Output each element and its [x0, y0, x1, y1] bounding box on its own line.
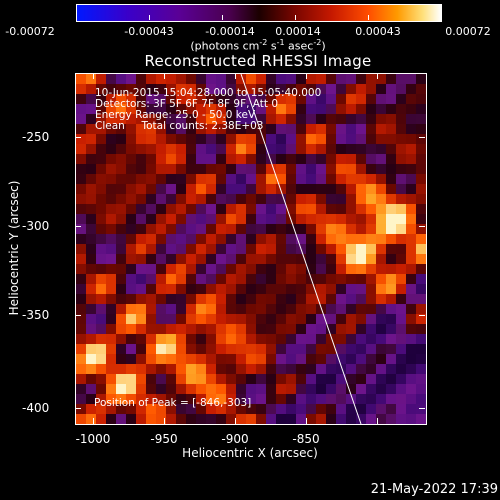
x-axis-tick — [235, 73, 236, 79]
info-detectors: Detectors: 3F 5F 6F 7F 8F 9F, Att 0 — [95, 98, 279, 110]
colorbar-tick-label: -0.00043 — [124, 25, 174, 38]
rhessi-image — [75, 73, 427, 425]
x-tick-label: -900 — [221, 432, 249, 446]
y-tick-label: -300 — [22, 219, 50, 233]
colorbar-tick-label: 0.00043 — [355, 25, 401, 38]
colorbar-units: (photons cm-2 s-1 asec-2) — [190, 38, 326, 53]
colorbar-tick — [440, 15, 441, 20]
y-tick-label: -400 — [22, 401, 50, 415]
colorbar-tick-label: 0.00014 — [275, 25, 321, 38]
y-axis-label: Heliocentric Y (arcsec) — [7, 180, 21, 316]
x-axis-tick — [377, 73, 378, 79]
x-axis-tick — [306, 73, 307, 79]
colorbar-tick-label: -0.00014 — [205, 25, 255, 38]
x-tick-label: -950 — [150, 432, 178, 446]
timestamp: 21-May-2022 17:39 — [370, 482, 498, 497]
peak-position: Position of Peak = [-846,-303] — [94, 397, 252, 409]
info-clean: Clean Total counts: 2.38E+03 — [95, 120, 264, 132]
y-axis-tick — [75, 408, 81, 409]
x-tick-label: -850 — [292, 432, 320, 446]
y-axis-tick — [419, 315, 425, 316]
x-axis-tick — [306, 418, 307, 424]
solar-limb-line — [240, 74, 362, 424]
colorbar-tick — [76, 15, 77, 20]
y-axis-tick — [419, 408, 425, 409]
rhessi-image-canvas — [76, 74, 426, 424]
info-time-range: 10-Jun-2015 15:04:28.000 to 15:05:40.000 — [95, 87, 322, 99]
colorbar-tick — [368, 15, 369, 20]
info-energy: Energy Range: 25.0 - 50.0 keV — [95, 109, 256, 121]
x-axis-tick — [377, 418, 378, 424]
y-tick-label: -350 — [22, 308, 50, 322]
colorbar-tick-label: 0.00072 — [445, 25, 491, 38]
y-axis-tick — [419, 137, 425, 138]
colorbar — [76, 4, 442, 22]
y-axis-tick — [75, 226, 81, 227]
y-axis-tick — [75, 315, 81, 316]
x-axis-tick — [164, 418, 165, 424]
colorbar-tick — [295, 15, 296, 20]
x-axis-tick — [93, 73, 94, 79]
x-tick-label: -1000 — [75, 432, 111, 446]
x-axis-label: Heliocentric X (arcsec) — [182, 446, 318, 460]
x-axis-tick — [235, 418, 236, 424]
colorbar-tick — [149, 15, 150, 20]
y-tick-label: -250 — [22, 130, 50, 144]
x-axis-tick — [164, 73, 165, 79]
y-axis-tick — [419, 226, 425, 227]
y-axis-tick — [75, 137, 81, 138]
colorbar-tick-label: -0.00072 — [5, 25, 55, 38]
x-axis-tick — [93, 418, 94, 424]
colorbar-tick — [222, 15, 223, 20]
plot-title: Reconstructed RHESSI Image — [144, 52, 372, 70]
